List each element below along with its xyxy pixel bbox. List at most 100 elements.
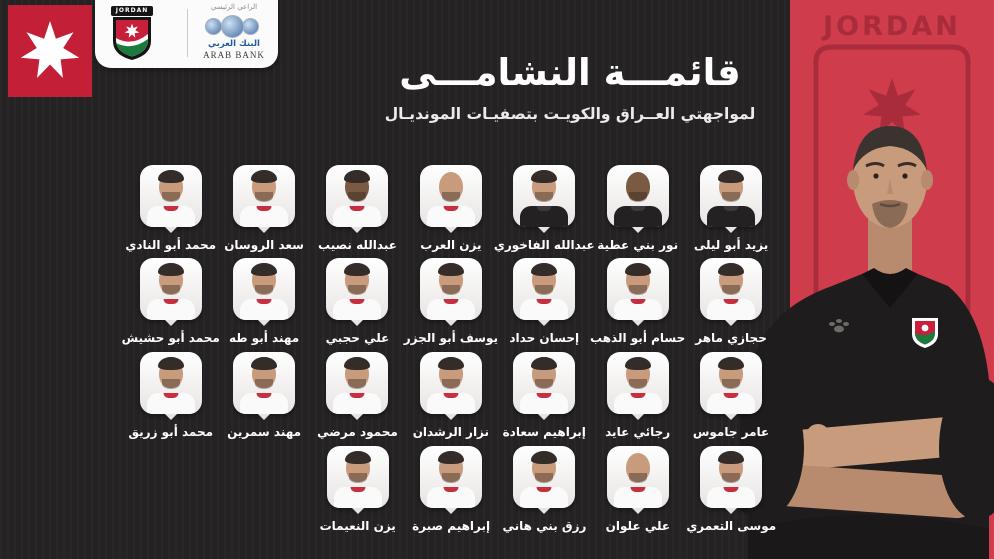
- player-avatar: [700, 446, 762, 508]
- player-cell: علي حجبي: [311, 258, 404, 345]
- player-photo: [326, 352, 389, 414]
- player-photo: [700, 165, 763, 227]
- sponsor-box: JORDAN الراعي الرئيسي البنك العربي ARAB …: [95, 0, 278, 68]
- player-name: مهند أبو طه: [228, 331, 300, 345]
- player-avatar: [420, 165, 482, 227]
- player-avatar: [607, 352, 669, 414]
- player-cell: إحسان حداد: [498, 258, 591, 345]
- player-photo: [513, 258, 576, 320]
- player-name: عامر جاموس: [692, 425, 770, 439]
- player-cell: إبراهيم صبرة: [404, 446, 497, 533]
- squad-row: محمد أبو زريق مهند سمرين محمود مرضي نزار ال…: [124, 352, 778, 439]
- player-name: رجائي عايد: [605, 425, 671, 439]
- jfa-shield-icon: [113, 17, 151, 60]
- player-photo: [606, 165, 669, 227]
- player-name: يزيد أبو ليلى: [693, 238, 769, 252]
- player-cell: نور بني عطية: [591, 165, 684, 252]
- player-photo: [606, 352, 669, 414]
- player-avatar: [326, 165, 388, 227]
- player-photo: [326, 446, 389, 508]
- player-photo: [326, 165, 389, 227]
- player-cell: محمود مرضي: [311, 352, 404, 439]
- panel-jordan-label: JORDAN: [823, 11, 961, 42]
- player-cell: إبراهيم سعادة: [498, 352, 591, 439]
- player-cell: حسام أبو الذهب: [590, 258, 686, 345]
- player-avatar: [513, 352, 575, 414]
- coach-photo: [740, 126, 994, 559]
- player-avatar: [140, 258, 202, 320]
- player-name: موسى التعمري: [686, 519, 777, 533]
- player-photo: [419, 258, 482, 320]
- player-photo: [419, 165, 482, 227]
- player-name: محمد أبو زريق: [128, 425, 214, 439]
- player-photo: [606, 258, 669, 320]
- player-name: حجازي ماهر: [695, 331, 767, 345]
- player-avatar: [700, 165, 762, 227]
- player-name: إحسان حداد: [509, 331, 580, 345]
- squad-row: يزن النعيمات إبراهيم صبرة رزق بني هاني علي …: [311, 446, 778, 533]
- player-avatar: [420, 446, 482, 508]
- player-avatar: [326, 352, 388, 414]
- jordan-flag-block: [8, 5, 92, 97]
- page-subtitle: لمواجهتي العــراق والكويـت بتصفيـات المو…: [384, 105, 756, 123]
- player-photo: [233, 352, 296, 414]
- player-cell: رزق بني هاني: [498, 446, 591, 533]
- player-name: عبدالله الفاخوري: [493, 238, 595, 252]
- player-cell: مهند أبو طه: [217, 258, 310, 345]
- player-name: يوسف أبو الجزر: [403, 331, 498, 345]
- player-avatar: [607, 165, 669, 227]
- player-cell: محمد أبو النادي: [124, 165, 217, 252]
- player-photo: [139, 258, 202, 320]
- arab-bank-name-en: ARAB BANK: [203, 50, 265, 60]
- player-cell: محمد أبو زريق: [124, 352, 217, 439]
- player-avatar: [233, 352, 295, 414]
- player-cell: حجازي ماهر: [684, 258, 777, 345]
- player-name: علي حجبي: [325, 331, 390, 345]
- coach-crest: [912, 318, 938, 348]
- sponsor-divider: [187, 9, 188, 57]
- player-photo: [233, 258, 296, 320]
- coach-hair: [853, 126, 927, 170]
- player-avatar: [513, 258, 575, 320]
- player-photo: [700, 446, 763, 508]
- player-name: رزق بني هاني: [502, 519, 587, 533]
- player-avatar: [513, 446, 575, 508]
- player-photo: [326, 258, 389, 320]
- player-name: يزن العرب: [420, 238, 482, 252]
- page-title: قائمـــة النشامـــى: [399, 51, 741, 94]
- player-photo: [139, 352, 202, 414]
- player-name: إبراهيم سعادة: [502, 425, 586, 439]
- coach-beard: [872, 200, 908, 228]
- player-cell: سعد الروسان: [217, 165, 310, 252]
- player-name: يزن النعيمات: [319, 519, 396, 533]
- headline: قائمـــة النشامـــى لمواجهتي العــراق وا…: [320, 50, 820, 123]
- player-cell: محمد أبو حشيش: [121, 258, 220, 345]
- arab-bank-name-ar: البنك العربي: [208, 39, 260, 49]
- player-cell: يوسف أبو الجزر: [403, 258, 498, 345]
- player-photo: [419, 352, 482, 414]
- player-avatar: [327, 446, 389, 508]
- player-cell: عبدالله الفاخوري: [494, 165, 595, 252]
- player-avatar: [233, 258, 295, 320]
- player-cell: نزار الرشدان: [404, 352, 497, 439]
- player-avatar: [140, 165, 202, 227]
- player-name: حسام أبو الذهب: [590, 331, 686, 345]
- squad-row: محمد أبو حشيش مهند أبو طه علي حجبي يوسف أبو…: [121, 258, 778, 345]
- player-name: سعد الروسان: [224, 238, 304, 252]
- player-avatar: [607, 446, 669, 508]
- player-photo: [700, 352, 763, 414]
- sponsor-label: الراعي الرئيسي: [210, 3, 258, 11]
- player-avatar: [420, 258, 482, 320]
- player-photo: [513, 446, 576, 508]
- player-avatar: [700, 258, 762, 320]
- player-cell: عبدالله نصيب: [311, 165, 404, 252]
- player-photo: [700, 258, 763, 320]
- player-name: عبدالله نصيب: [318, 238, 397, 252]
- player-cell: موسى التعمري: [685, 446, 778, 533]
- player-photo: [606, 446, 669, 508]
- player-avatar: [326, 258, 388, 320]
- player-name: محمد أبو حشيش: [121, 331, 220, 345]
- player-photo: [513, 352, 576, 414]
